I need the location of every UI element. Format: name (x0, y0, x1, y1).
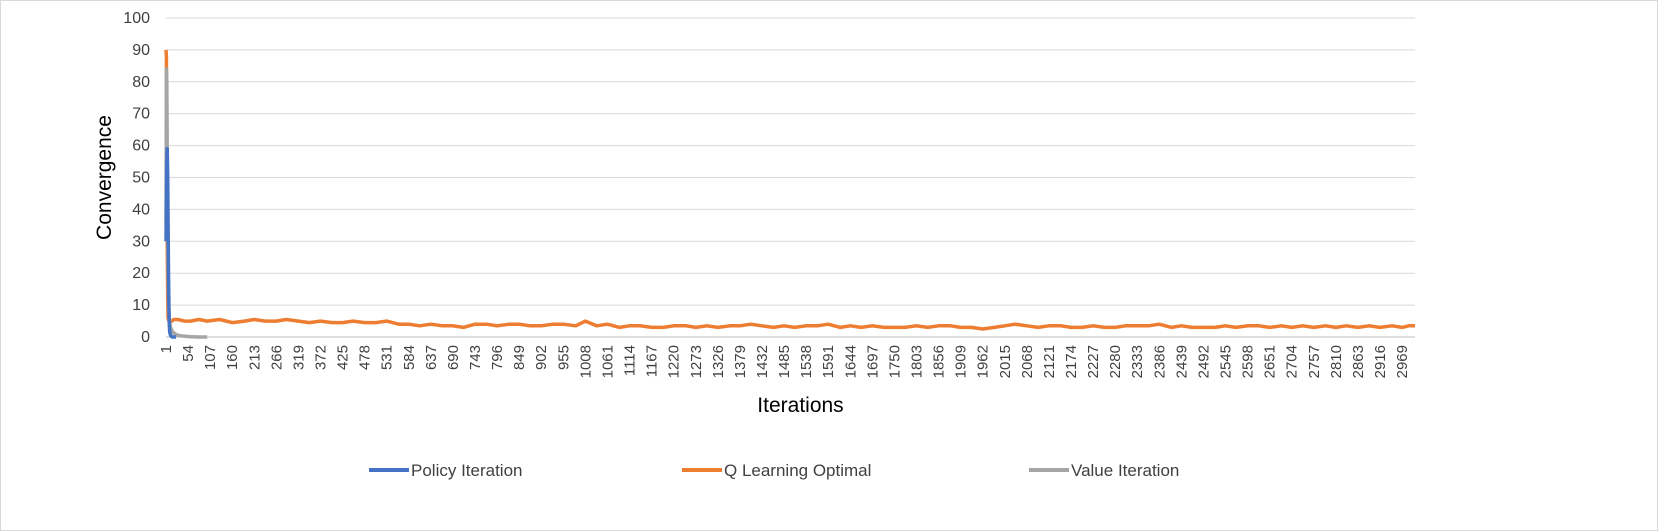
x-tick-label: 1750 (886, 345, 903, 378)
x-tick-label: 1856 (931, 345, 948, 378)
x-tick-label: 2280 (1107, 345, 1124, 378)
x-tick-label: 1379 (732, 345, 749, 378)
x-tick-label: 2810 (1328, 345, 1345, 378)
x-tick-label: 1432 (754, 345, 771, 378)
series-line-value-iteration (164, 67, 208, 339)
y-tick-label: 70 (132, 106, 150, 123)
x-tick-label: 2916 (1372, 345, 1389, 378)
x-tick-label: 160 (224, 345, 241, 370)
legend-label: Policy Iteration (411, 461, 523, 480)
x-tick-label: 584 (401, 345, 418, 370)
x-tick-label: 213 (246, 345, 263, 370)
x-tick-label: 266 (268, 345, 285, 370)
x-tick-label: 531 (379, 345, 396, 370)
x-tick-label: 2015 (997, 345, 1014, 378)
x-tick-label: 2068 (1019, 345, 1036, 378)
y-tick-label: 100 (123, 10, 150, 27)
x-tick-label: 1591 (820, 345, 837, 378)
legend-label: Q Learning Optimal (724, 461, 871, 480)
x-tick-label: 849 (511, 345, 528, 370)
x-tick-label: 372 (313, 345, 330, 370)
x-tick-label: 478 (357, 345, 374, 370)
y-tick-label: 10 (132, 297, 150, 314)
series-line-policy-iteration (164, 147, 176, 339)
x-tick-label: 1114 (622, 345, 639, 376)
y-tick-label: 60 (132, 138, 150, 155)
legend-label: Value Iteration (1071, 461, 1179, 480)
x-tick-label: 2121 (1041, 345, 1058, 378)
x-tick-label: 2174 (1063, 345, 1080, 378)
x-tick-label: 1485 (776, 345, 793, 378)
series-line-q-learning-optimal (164, 49, 1415, 331)
y-tick-label: 30 (132, 233, 150, 250)
x-tick-label: 1803 (908, 345, 925, 378)
x-tick-label: 2333 (1129, 345, 1146, 378)
x-tick-label: 1 (158, 345, 175, 353)
x-tick-label: 1220 (666, 345, 683, 378)
y-tick-label: 0 (141, 329, 150, 346)
x-tick-label: 2863 (1350, 345, 1367, 378)
y-tick-label: 80 (132, 74, 150, 91)
gridlines (166, 17, 1415, 306)
x-tick-label: 902 (533, 345, 550, 370)
y-tick-label: 90 (132, 42, 150, 59)
x-tick-label: 2651 (1262, 345, 1279, 378)
x-tick-label: 1697 (864, 345, 881, 378)
x-tick-label: 1909 (953, 345, 970, 378)
x-tick-label: 1008 (577, 345, 594, 378)
y-tick-label: 20 (132, 265, 150, 282)
x-tick-label: 1644 (842, 345, 859, 378)
x-tick-label: 2598 (1240, 345, 1257, 378)
x-tick-label: 54 (180, 345, 197, 362)
x-tick-label: 2386 (1151, 345, 1168, 378)
x-tick-label: 796 (489, 345, 506, 370)
x-tick-label: 2227 (1085, 345, 1102, 378)
x-tick-label: 743 (467, 345, 484, 370)
x-tick-label: 319 (290, 345, 307, 370)
x-tick-label: 2704 (1284, 345, 1301, 378)
y-tick-label: 50 (132, 170, 150, 187)
x-tick-label: 1962 (975, 345, 992, 378)
x-tick-label: 2969 (1394, 345, 1411, 378)
y-axis-title: Convergence (93, 115, 116, 240)
x-tick-label: 107 (202, 345, 219, 370)
x-axis-title: Iterations (757, 394, 843, 417)
x-tick-label: 425 (335, 345, 352, 370)
x-tick-label: 1273 (688, 345, 705, 378)
y-tick-label: 40 (132, 201, 150, 218)
legend: Policy Iteration Q Learning Optimal Value … (369, 461, 1179, 480)
x-tick-label: 1061 (599, 345, 616, 378)
x-tick-label: 2492 (1195, 345, 1212, 378)
x-tick-label: 1326 (710, 345, 727, 378)
x-tick-label: 955 (555, 345, 572, 370)
x-tick-label: 2757 (1306, 345, 1323, 378)
y-axis-ticks: 0 10 20 30 40 50 60 70 80 90 100 (123, 10, 150, 346)
x-axis-ticks: 1 54 107 160 213 266 319 372 425 478 531 584 637 690 7… (158, 345, 1411, 378)
x-tick-label: 690 (445, 345, 462, 370)
x-tick-label: 2545 (1218, 345, 1235, 378)
x-tick-label: 1167 (644, 345, 661, 377)
series-layer (164, 49, 1415, 339)
x-tick-label: 2439 (1173, 345, 1190, 378)
x-tick-label: 1538 (798, 345, 815, 378)
x-tick-label: 637 (423, 345, 440, 370)
